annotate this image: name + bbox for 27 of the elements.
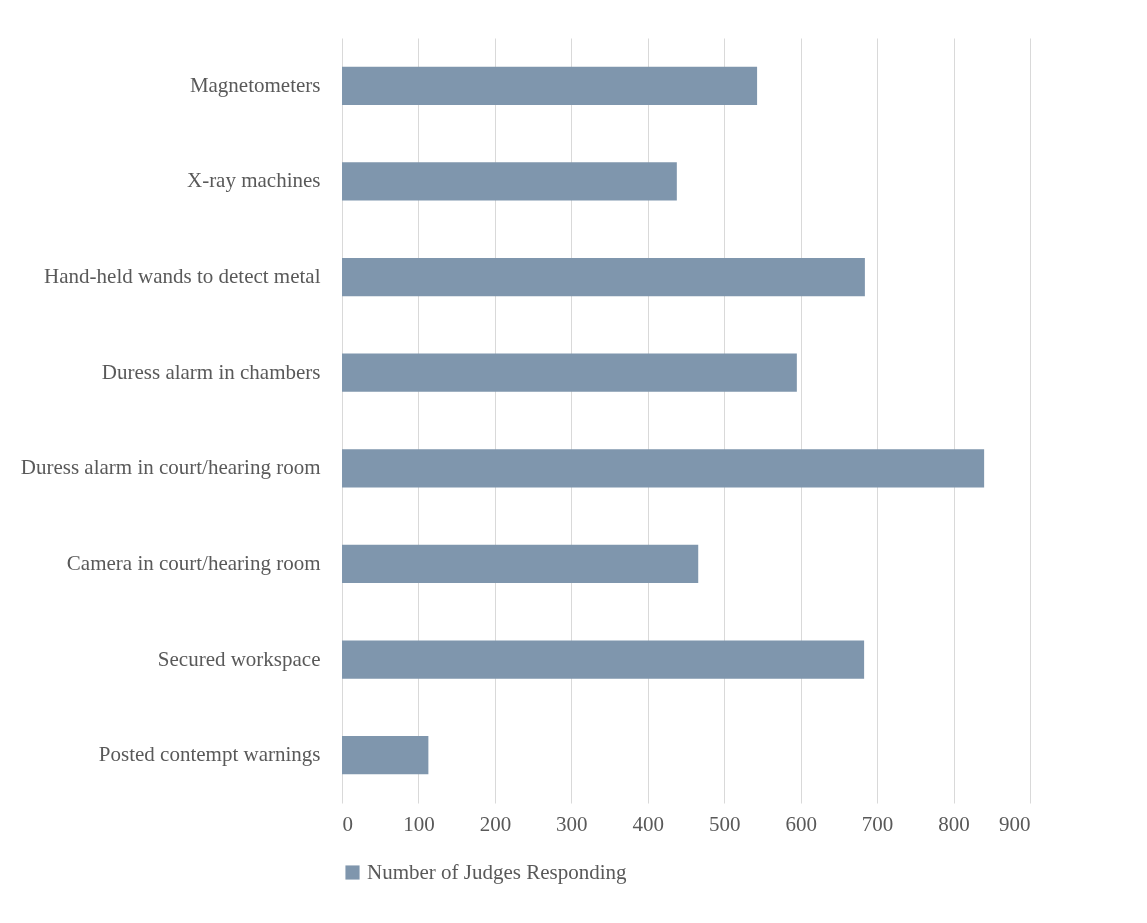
bar [342, 66, 758, 105]
y-tick-label: Duress alarm in chambers [101, 359, 321, 384]
x-tick-label: 100 [403, 811, 435, 836]
y-tick-label: Magnetometers [189, 72, 321, 97]
bar [342, 544, 699, 584]
x-tick-label: 200 [479, 811, 512, 836]
x-tick-label: 0 [342, 811, 353, 836]
y-tick-label: Secured workspace [157, 646, 321, 671]
y-tick-label: Duress alarm in court/hearing room [20, 455, 321, 480]
legend-label: Number of Judges Responding [367, 859, 628, 884]
x-tick-label: 900 [999, 811, 1031, 836]
x-tick-label: 300 [556, 811, 588, 836]
bar [342, 640, 865, 679]
y-tick-label: Posted contempt warnings [98, 742, 321, 767]
y-tick-label: X-ray machines [186, 168, 321, 193]
bar [342, 353, 797, 392]
y-tick-label: Hand-held wands to detect metal [44, 264, 321, 289]
bar [342, 736, 429, 775]
x-tick-label: 600 [785, 811, 817, 836]
x-tick-label: 400 [632, 811, 665, 836]
bar [342, 257, 865, 297]
x-tick-label: 500 [708, 811, 741, 836]
y-tick-label: Camera in court/hearing room [66, 550, 321, 575]
x-tick-label: 800 [938, 811, 970, 836]
bar [342, 449, 985, 488]
bar [342, 162, 677, 201]
x-tick-label: 700 [861, 811, 894, 836]
